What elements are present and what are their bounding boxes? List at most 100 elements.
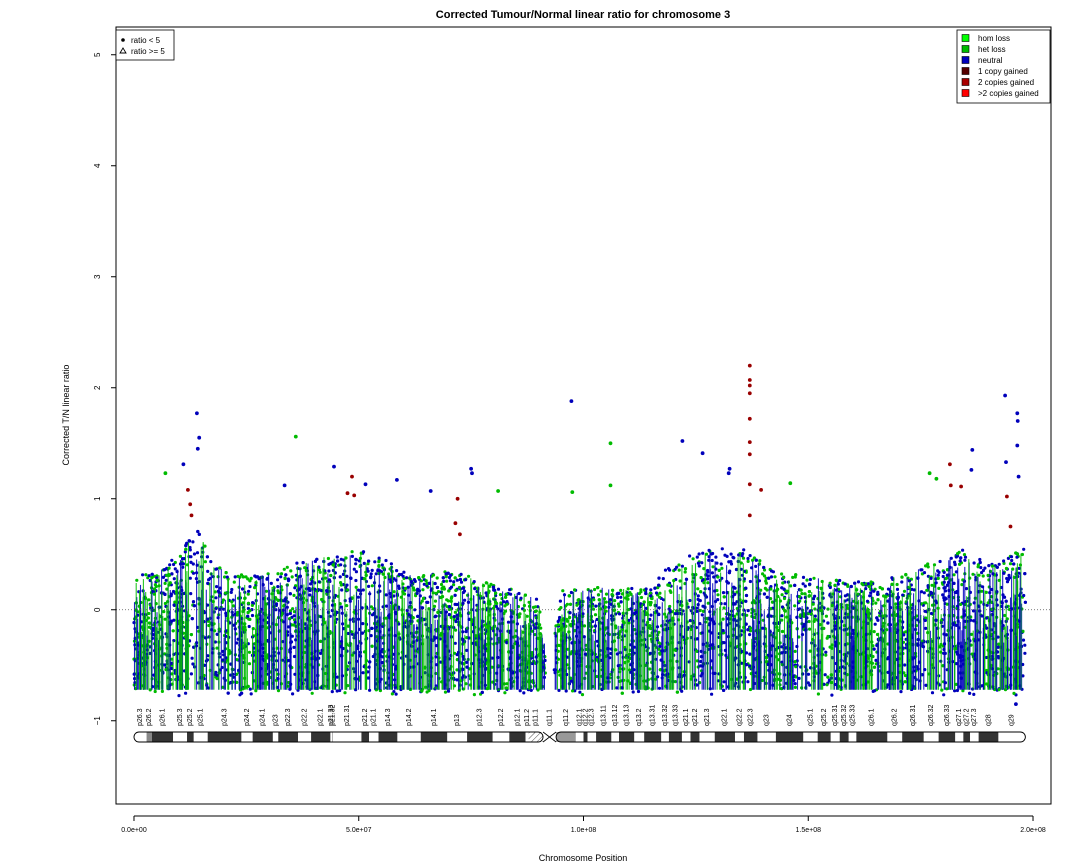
data-point — [235, 613, 239, 617]
data-point — [250, 613, 255, 618]
data-point — [748, 579, 753, 584]
data-point — [405, 576, 409, 580]
data-point — [446, 689, 451, 693]
data-point — [246, 577, 250, 581]
data-point — [317, 568, 321, 572]
data-point — [203, 544, 207, 548]
data-point — [722, 606, 726, 610]
data-point — [215, 673, 219, 677]
data-point — [155, 576, 159, 580]
data-point — [901, 593, 905, 597]
data-point — [172, 618, 176, 622]
data-point — [505, 640, 509, 644]
data-point — [246, 601, 251, 605]
data-point — [754, 558, 758, 562]
data-point — [805, 578, 809, 582]
data-point — [952, 573, 956, 577]
data-point — [335, 689, 339, 693]
data-point — [919, 568, 923, 572]
data-point — [653, 586, 657, 590]
data-point — [191, 540, 195, 544]
data-point — [873, 622, 877, 626]
data-point — [291, 692, 295, 696]
data-point — [661, 577, 665, 581]
data-point — [627, 618, 631, 622]
data-point — [639, 588, 643, 592]
data-point — [978, 557, 982, 562]
data-point — [729, 552, 733, 556]
data-point — [591, 607, 596, 611]
data-point — [231, 604, 236, 608]
data-point — [453, 641, 457, 645]
data-point — [580, 693, 585, 697]
data-point — [644, 587, 648, 591]
data-point — [696, 594, 700, 598]
data-point — [780, 614, 784, 618]
data-point — [977, 573, 981, 577]
data-point — [335, 617, 339, 621]
data-point — [808, 649, 812, 653]
data-point — [279, 572, 284, 576]
data-point — [649, 613, 653, 617]
data-point — [739, 661, 744, 665]
data-point — [427, 689, 431, 693]
data-point — [447, 589, 451, 593]
data-point — [352, 567, 356, 571]
data-point — [472, 580, 476, 584]
data-point — [160, 689, 164, 694]
data-point — [189, 672, 193, 676]
data-point — [895, 587, 900, 592]
data-point — [171, 589, 176, 594]
data-point — [727, 571, 732, 575]
data-point — [292, 645, 296, 650]
data-point — [250, 603, 254, 608]
data-point — [930, 583, 934, 587]
data-point — [657, 630, 661, 634]
data-point — [283, 576, 287, 581]
data-point — [367, 584, 371, 589]
data-point — [422, 582, 426, 586]
data-point — [222, 607, 226, 611]
data-point — [813, 617, 817, 621]
data-point — [1023, 643, 1027, 647]
data-point — [361, 550, 366, 554]
data-point — [432, 604, 437, 609]
data-point — [958, 562, 962, 566]
data-point — [188, 548, 192, 552]
data-point — [232, 580, 236, 584]
data-point — [604, 609, 608, 613]
data-point — [247, 624, 251, 629]
data-point — [770, 600, 775, 604]
data-point — [362, 561, 366, 566]
data-point — [706, 568, 710, 573]
data-point — [688, 554, 692, 558]
data-point — [800, 592, 804, 596]
data-point — [558, 599, 563, 603]
data-point — [218, 566, 222, 570]
data-point — [720, 566, 724, 570]
data-point — [903, 674, 908, 678]
data-point — [236, 574, 240, 579]
data-point — [170, 657, 174, 661]
data-point — [416, 588, 420, 593]
data-point — [701, 551, 705, 555]
data-point — [923, 618, 927, 623]
data-point — [534, 597, 539, 601]
data-point — [366, 676, 370, 680]
data-point — [449, 573, 453, 577]
data-point — [979, 566, 983, 570]
data-point — [700, 613, 704, 617]
data-point — [289, 569, 293, 573]
data-point — [173, 567, 177, 571]
data-point — [370, 584, 374, 588]
data-point — [900, 580, 904, 584]
data-point — [654, 591, 659, 595]
data-point — [675, 690, 680, 694]
data-point — [384, 604, 389, 608]
data-point — [890, 582, 894, 587]
data-point — [465, 636, 469, 640]
data-point — [1023, 651, 1027, 655]
data-point — [960, 583, 964, 587]
data-point — [370, 626, 374, 631]
data-point — [987, 564, 991, 568]
